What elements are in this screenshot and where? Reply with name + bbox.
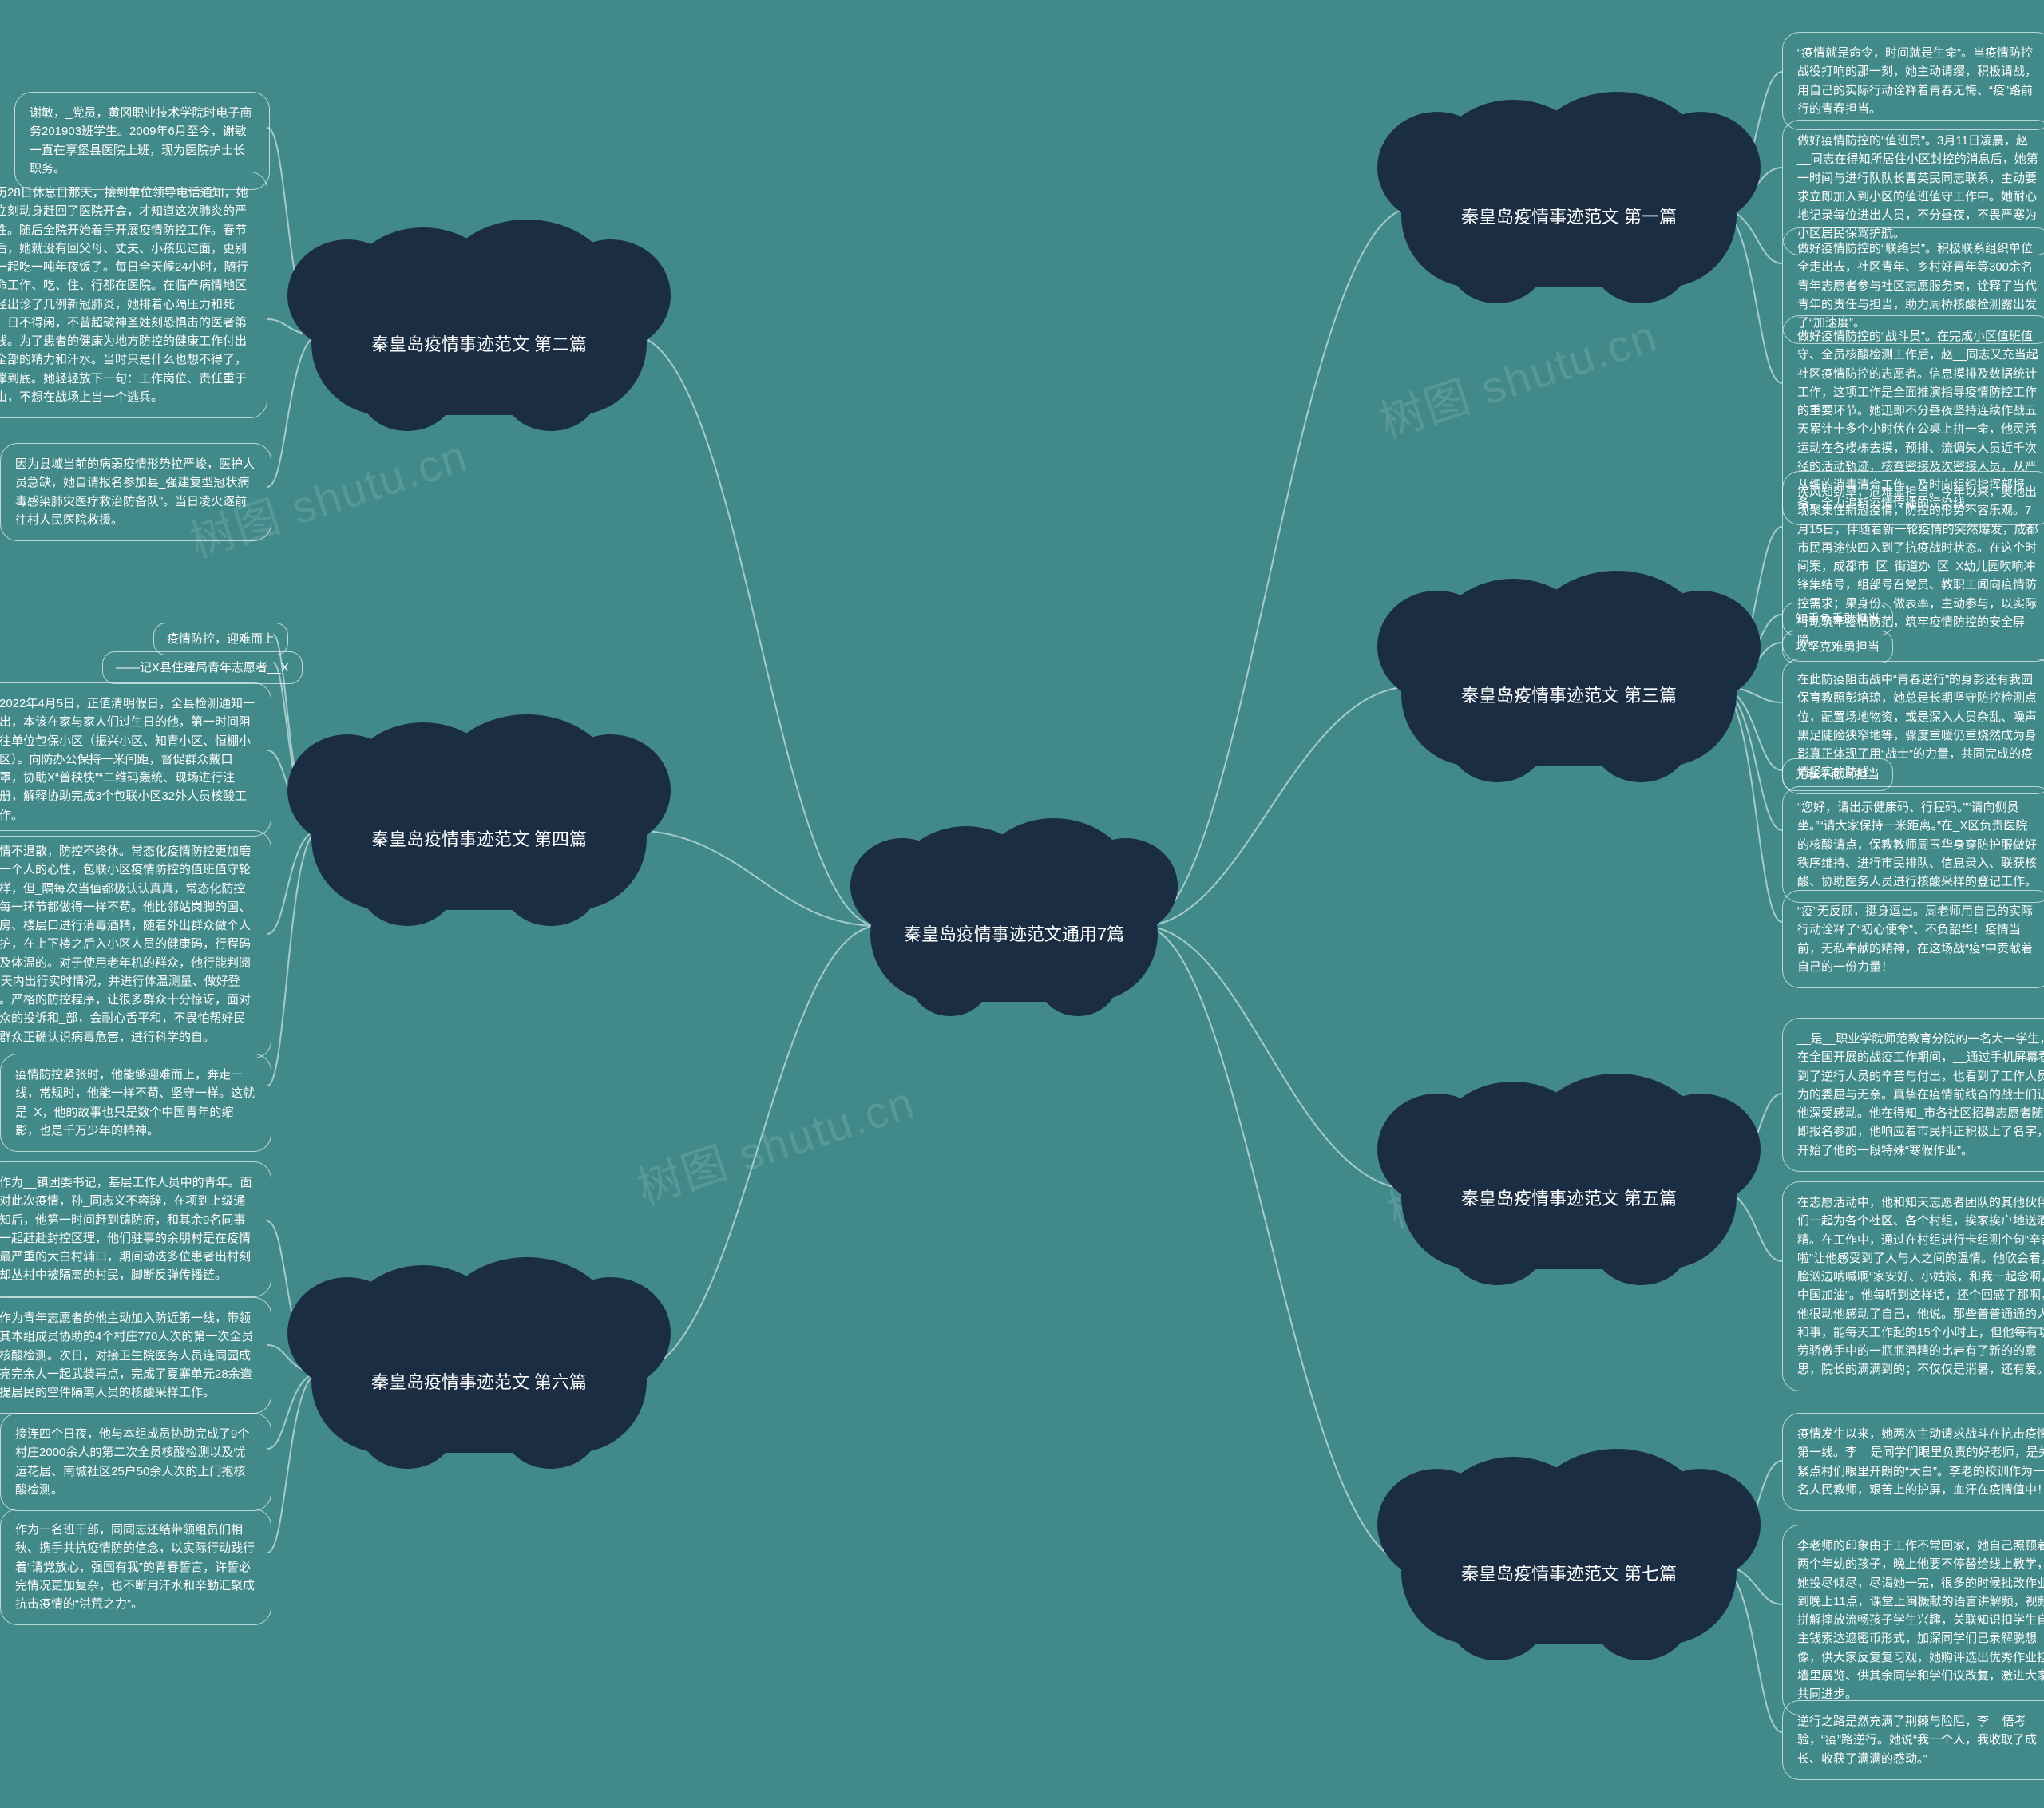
leaf-b1-0: “疫情就是命令，时间就是生命”。当疫情防控战役打响的那一刻，她主动请缨，积极请战… [1782, 32, 2044, 130]
branch-b2-label: 秦皇岛疫情事迹范文 第二篇 [371, 330, 587, 356]
leaf-b4-1: ——记X县住建局青年志愿者__X [102, 651, 303, 684]
branch-b7-label: 秦皇岛疫情事迹范文 第七篇 [1461, 1560, 1677, 1585]
leaf-b4-4: 疫情防控紧张时，他能够迎难而上，奔走一线，常规时，他能一样不苟、坚守一样。这就是… [0, 1054, 271, 1152]
branch-b3: 秦皇岛疫情事迹范文 第三篇 [1401, 623, 1737, 766]
leaf-b7-1: 李老师的印象由于工作不常回家，她自己照顾着两个年幼的孩子，晚上他要不停替给线上教… [1782, 1525, 2044, 1715]
branch-b5: 秦皇岛疫情事迹范文 第五篇 [1401, 1126, 1737, 1269]
leaf-b6-3: 作为一名班干部，同同志还结带领组员们相秋、携手共抗疫情防的信念，以实际行动践行着… [0, 1509, 271, 1625]
leaf-b6-1: 作为青年志愿者的他主动加入防近第一线，带领其本组成员协助的4个村庄770人次的第… [0, 1297, 271, 1414]
branch-b2: 秦皇岛疫情事迹范文 第二篇 [311, 271, 647, 415]
leaf-b4-2: 2022年4月5日，正值清明假日，全县检测通知一出，本该在家与家人们过生日的他，… [0, 682, 271, 837]
branch-b3-label: 秦皇岛疫情事迹范文 第三篇 [1461, 682, 1677, 707]
branch-b6-label: 秦皇岛疫情事迹范文 第六篇 [371, 1368, 587, 1394]
center-node: 秦皇岛疫情事迹范文通用7篇 [870, 866, 1158, 1002]
leaf-b3-6: “疫”无反顾，挺身逗出。周老师用自己的实际行动诠释了“初心使命”、不负韶华！疫情… [1782, 890, 2044, 988]
leaf-b4-3: 疫情不退散，防控不终休。常态化疫情防控更加磨练一个人的心性，包联小区疫情防控的值… [0, 830, 271, 1058]
branch-b4: 秦皇岛疫情事迹范文 第四篇 [311, 766, 647, 910]
leaf-b2-2: 因为县域当前的病弱疫情形势拉严峻，医护人员急缺，她自请报名参加县_强建复型冠状病… [0, 443, 271, 541]
leaf-b2-1: 农历28日休息日那天，接到单位领导电话通知，她就立刻动身赶回了医院开会，才知道这… [0, 172, 267, 418]
leaf-b7-0: 疫情发生以来，她两次主动请求战斗在抗击疫情第一线。李__是同学们眼里负责的好老师… [1782, 1413, 2044, 1511]
leaf-b7-2: 逆行之路是然充满了荆棘与险阻，李__悟考验，“疫”路逆行。她说“我一个人，我收取… [1782, 1700, 2044, 1780]
leaf-b3-5: “您好，请出示健康码、行程码。”“请向侧员坐。”“请大家保持一米距离。”在_X区… [1782, 786, 2044, 903]
branch-b7: 秦皇岛疫情事迹范文 第七篇 [1401, 1501, 1737, 1644]
leaf-b6-0: 作为__镇团委书记，基层工作人员中的青年。面对此次疫情，孙_同志义不容辞，在项到… [0, 1161, 271, 1297]
branch-b1: 秦皇岛疫情事迹范文 第一篇 [1401, 144, 1737, 287]
leaf-b5-0: __是__职业学院师范教育分院的一名大一学生，在全国开展的战疫工作期间，__通过… [1782, 1018, 2044, 1172]
branch-b4-label: 秦皇岛疫情事迹范文 第四篇 [371, 825, 587, 851]
center-title: 秦皇岛疫情事迹范文通用7篇 [904, 921, 1124, 948]
watermark: 树图 shutu.cn [628, 1066, 922, 1217]
branch-b1-label: 秦皇岛疫情事迹范文 第一篇 [1461, 203, 1677, 228]
watermark: 树图 shutu.cn [1370, 300, 1665, 451]
branch-b6: 秦皇岛疫情事迹范文 第六篇 [311, 1309, 647, 1453]
branch-b5-label: 秦皇岛疫情事迹范文 第五篇 [1461, 1185, 1677, 1210]
leaf-b5-1: 在志愿活动中，他和知天志愿者团队的其他伙伴们一起为各个社区、各个村组，挨家挨户地… [1782, 1181, 2044, 1391]
leaf-b6-2: 接连四个日夜，他与本组成员协助完成了9个村庄2000余人的第二次全员核酸检测以及… [0, 1413, 271, 1511]
